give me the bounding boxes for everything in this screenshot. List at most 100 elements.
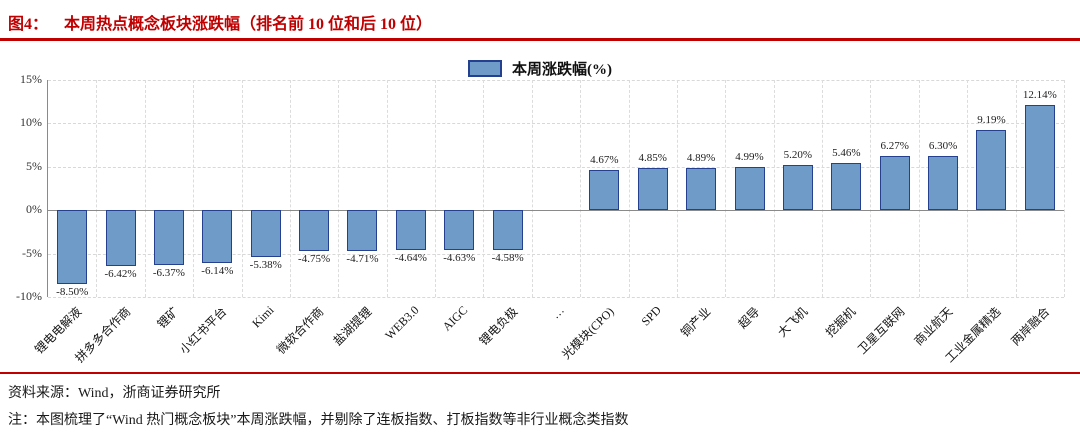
x-category-label: 锂矿 [154,304,182,332]
x-category-label: … [548,303,567,322]
bar [589,169,620,211]
bar [202,210,233,264]
vertical-gridline [531,80,533,297]
bar-value-label: 9.19% [977,114,1006,127]
vertical-gridline [870,80,872,297]
bar [444,210,475,251]
zero-baseline [48,210,1064,212]
bar [734,166,765,211]
bar-value-label: -6.42% [104,267,137,280]
vertical-gridline [193,80,195,297]
bar [395,210,426,251]
bar-value-label: 12.14% [1022,88,1057,101]
figure-number: 图4： [8,16,49,33]
bar-value-label: -4.75% [298,253,331,266]
figure-title-row: 图4： 本周热点概念板块涨跌幅（排名前 10 位和后 10 位） [8,10,432,34]
bar [928,155,959,211]
bar [105,210,136,266]
vertical-gridline [144,80,146,297]
bar-value-label: -5.38% [249,258,282,271]
vertical-gridline [241,80,243,297]
vertical-gridline [96,80,98,297]
vertical-gridline [676,80,678,297]
x-category-label: 挖掘机 [823,304,859,340]
x-category-label: 卫星互联网 [854,304,907,357]
y-tick-label: 10% [20,115,42,130]
x-category-label: 商业航天 [911,304,956,349]
y-tick-label: 0% [26,202,42,217]
y-tick-label: -10% [16,289,42,303]
bar [1024,104,1055,211]
x-category-label: Kimi [249,303,277,331]
x-category-label: 锂电负极 [476,304,520,349]
bar-value-label: 4.85% [638,152,667,165]
x-category-label: 大飞机 [774,304,811,340]
vertical-gridline [1064,80,1065,297]
horizontal-gridline [48,297,1064,298]
vertical-gridline [918,80,920,297]
plot-area: -8.50% -6.42% -6.37% -6.14% -5.38% -4.75% -4.7… [47,80,1065,298]
x-category-label: SPD [638,303,664,329]
y-tick-label: -5% [22,245,42,260]
note-line: 注：本图梳理了“Wind 热门概念板块”本周涨跌幅，并剔除了连板指数、打板指数等… [8,413,629,428]
bar-value-label: -4.58% [491,251,524,264]
x-category-label: 铜产业 [678,304,714,340]
source-line: 资料来源：Wind，浙商证券研究所 [8,386,221,401]
bar [250,210,281,257]
bar-value-label: 6.30% [928,139,958,152]
y-tick-label: 5% [26,158,42,173]
y-tick-label: 15% [20,72,42,86]
bar-value-label: -4.64% [394,252,427,265]
title-divider [0,38,1080,41]
bar [347,210,378,252]
bar [637,168,668,211]
bar [976,130,1007,211]
vertical-gridline [725,80,727,297]
x-category-label: WEB3.0 [382,303,422,343]
horizontal-gridline [48,80,1064,81]
horizontal-gridline [48,123,1064,125]
vertical-gridline [628,80,630,297]
bar [831,162,862,211]
bar-value-label: -4.71% [346,253,379,266]
bar-value-label: -6.14% [201,265,234,278]
x-category-label: 小红书平台 [177,304,230,357]
bar [492,210,523,250]
legend-label: 本周涨跌幅(%) [512,62,612,78]
vertical-gridline [386,80,388,297]
vertical-gridline [580,80,582,297]
x-category-label: 微软合作商 [274,304,327,357]
bar [879,155,910,211]
x-category-label: 盐湖提锂 [330,304,375,349]
bar [57,210,88,284]
vertical-gridline [483,80,485,297]
bar-value-label: -4.63% [443,252,476,265]
footer-divider [0,372,1080,374]
horizontal-gridline [48,166,1064,168]
vertical-gridline [289,80,291,297]
bar [153,210,184,266]
bar-value-label: 4.89% [686,151,716,164]
horizontal-gridline [48,253,1064,255]
bar-value-label: 5.46% [832,146,861,159]
bar-value-label: 6.27% [880,139,909,152]
bar [686,167,717,211]
bar-value-label: 4.99% [735,150,764,163]
x-category-label: 超导 [734,304,762,332]
legend-swatch-icon [468,60,502,77]
bar-value-label: 4.67% [590,153,619,166]
chart-legend: 本周涨跌幅(%) [0,58,1080,79]
bar [299,210,330,252]
vertical-gridline [822,80,824,297]
vertical-gridline [773,80,775,297]
bar-value-label: -8.50% [56,285,89,298]
bar-value-label: -6.37% [152,267,185,280]
vertical-gridline [1015,80,1017,297]
x-category-label: AIGC [439,303,471,334]
vertical-gridline [967,80,969,297]
figure-title: 本周热点概念板块涨跌幅（排名前 10 位和后 10 位） [64,16,433,33]
bar-value-label: 5.20% [783,149,813,162]
bar [782,165,813,211]
x-category-label: 两岸融合 [1008,304,1053,349]
